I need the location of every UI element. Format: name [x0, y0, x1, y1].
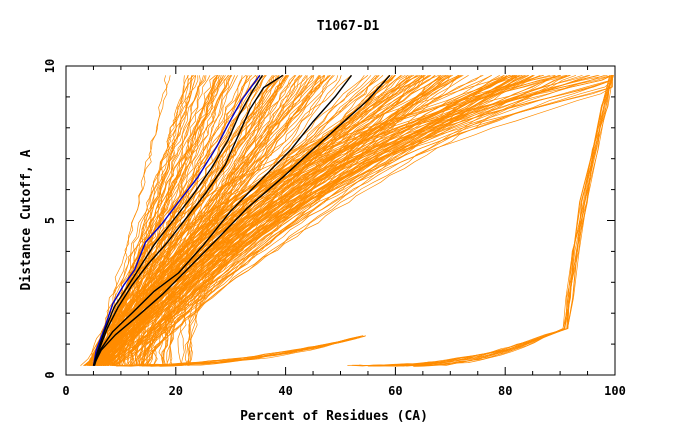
series-line [96, 74, 492, 366]
x-tick-label: 100 [604, 384, 626, 398]
series-line [142, 74, 484, 366]
series-line [83, 75, 218, 366]
series-line [90, 75, 282, 366]
series-line [142, 74, 529, 366]
series-line [92, 75, 211, 366]
series-line [406, 75, 614, 367]
series-line [168, 74, 613, 366]
series-line [117, 335, 365, 367]
x-tick-label: 20 [169, 384, 183, 398]
series-line [137, 75, 517, 366]
y-tick-label: 10 [43, 59, 57, 73]
series-line [108, 74, 464, 366]
series-layer [80, 74, 614, 367]
series-line [103, 75, 469, 366]
series-line [162, 74, 600, 366]
series-line [92, 74, 391, 367]
series-line [188, 75, 613, 366]
series-line [93, 74, 284, 366]
series-line [100, 75, 451, 366]
series-line [97, 75, 261, 366]
series-line [141, 336, 362, 367]
series-line [188, 75, 613, 366]
series-line [385, 75, 614, 367]
series-line [93, 75, 253, 366]
series-line [96, 75, 314, 366]
series-line [351, 75, 611, 367]
x-tick-label: 0 [62, 384, 69, 398]
series-line [80, 75, 222, 366]
series-line [347, 75, 614, 367]
series-line [103, 75, 315, 366]
series-line [100, 75, 423, 366]
series-line [90, 75, 274, 366]
chart-title: T1067-D1 [317, 19, 380, 34]
ticks-layer: 0 20 40 60 80 100 0 5 10 [43, 59, 626, 398]
series-line [91, 75, 369, 366]
series-line [145, 74, 521, 366]
series-line [143, 74, 571, 366]
series-line [150, 338, 357, 367]
series-line [145, 74, 556, 366]
series-line [101, 75, 287, 367]
x-tick-label: 40 [278, 384, 292, 398]
series-line [102, 74, 522, 366]
y-axis-label: Distance Cutoff, A [19, 149, 34, 290]
x-tick-label: 80 [498, 384, 512, 398]
series-line [143, 75, 519, 366]
series-line [92, 74, 264, 366]
series-line [146, 335, 366, 367]
y-tick-label: 5 [43, 217, 57, 224]
series-line [413, 75, 610, 367]
series-line [368, 75, 611, 367]
x-axis-label: Percent of Residues (CA) [240, 409, 428, 424]
series-line [113, 75, 412, 366]
series-line [140, 75, 508, 366]
series-line [104, 75, 325, 366]
series-line [105, 75, 308, 366]
series-line [92, 74, 353, 366]
series-line [110, 75, 288, 366]
series-line [184, 75, 613, 366]
x-tick-label: 60 [388, 384, 402, 398]
series-line [141, 336, 361, 367]
series-line [140, 337, 361, 367]
series-line [102, 75, 352, 366]
series-line [92, 74, 261, 366]
series-line [96, 75, 195, 366]
y-tick-label: 0 [43, 371, 57, 378]
series-line [94, 75, 218, 366]
